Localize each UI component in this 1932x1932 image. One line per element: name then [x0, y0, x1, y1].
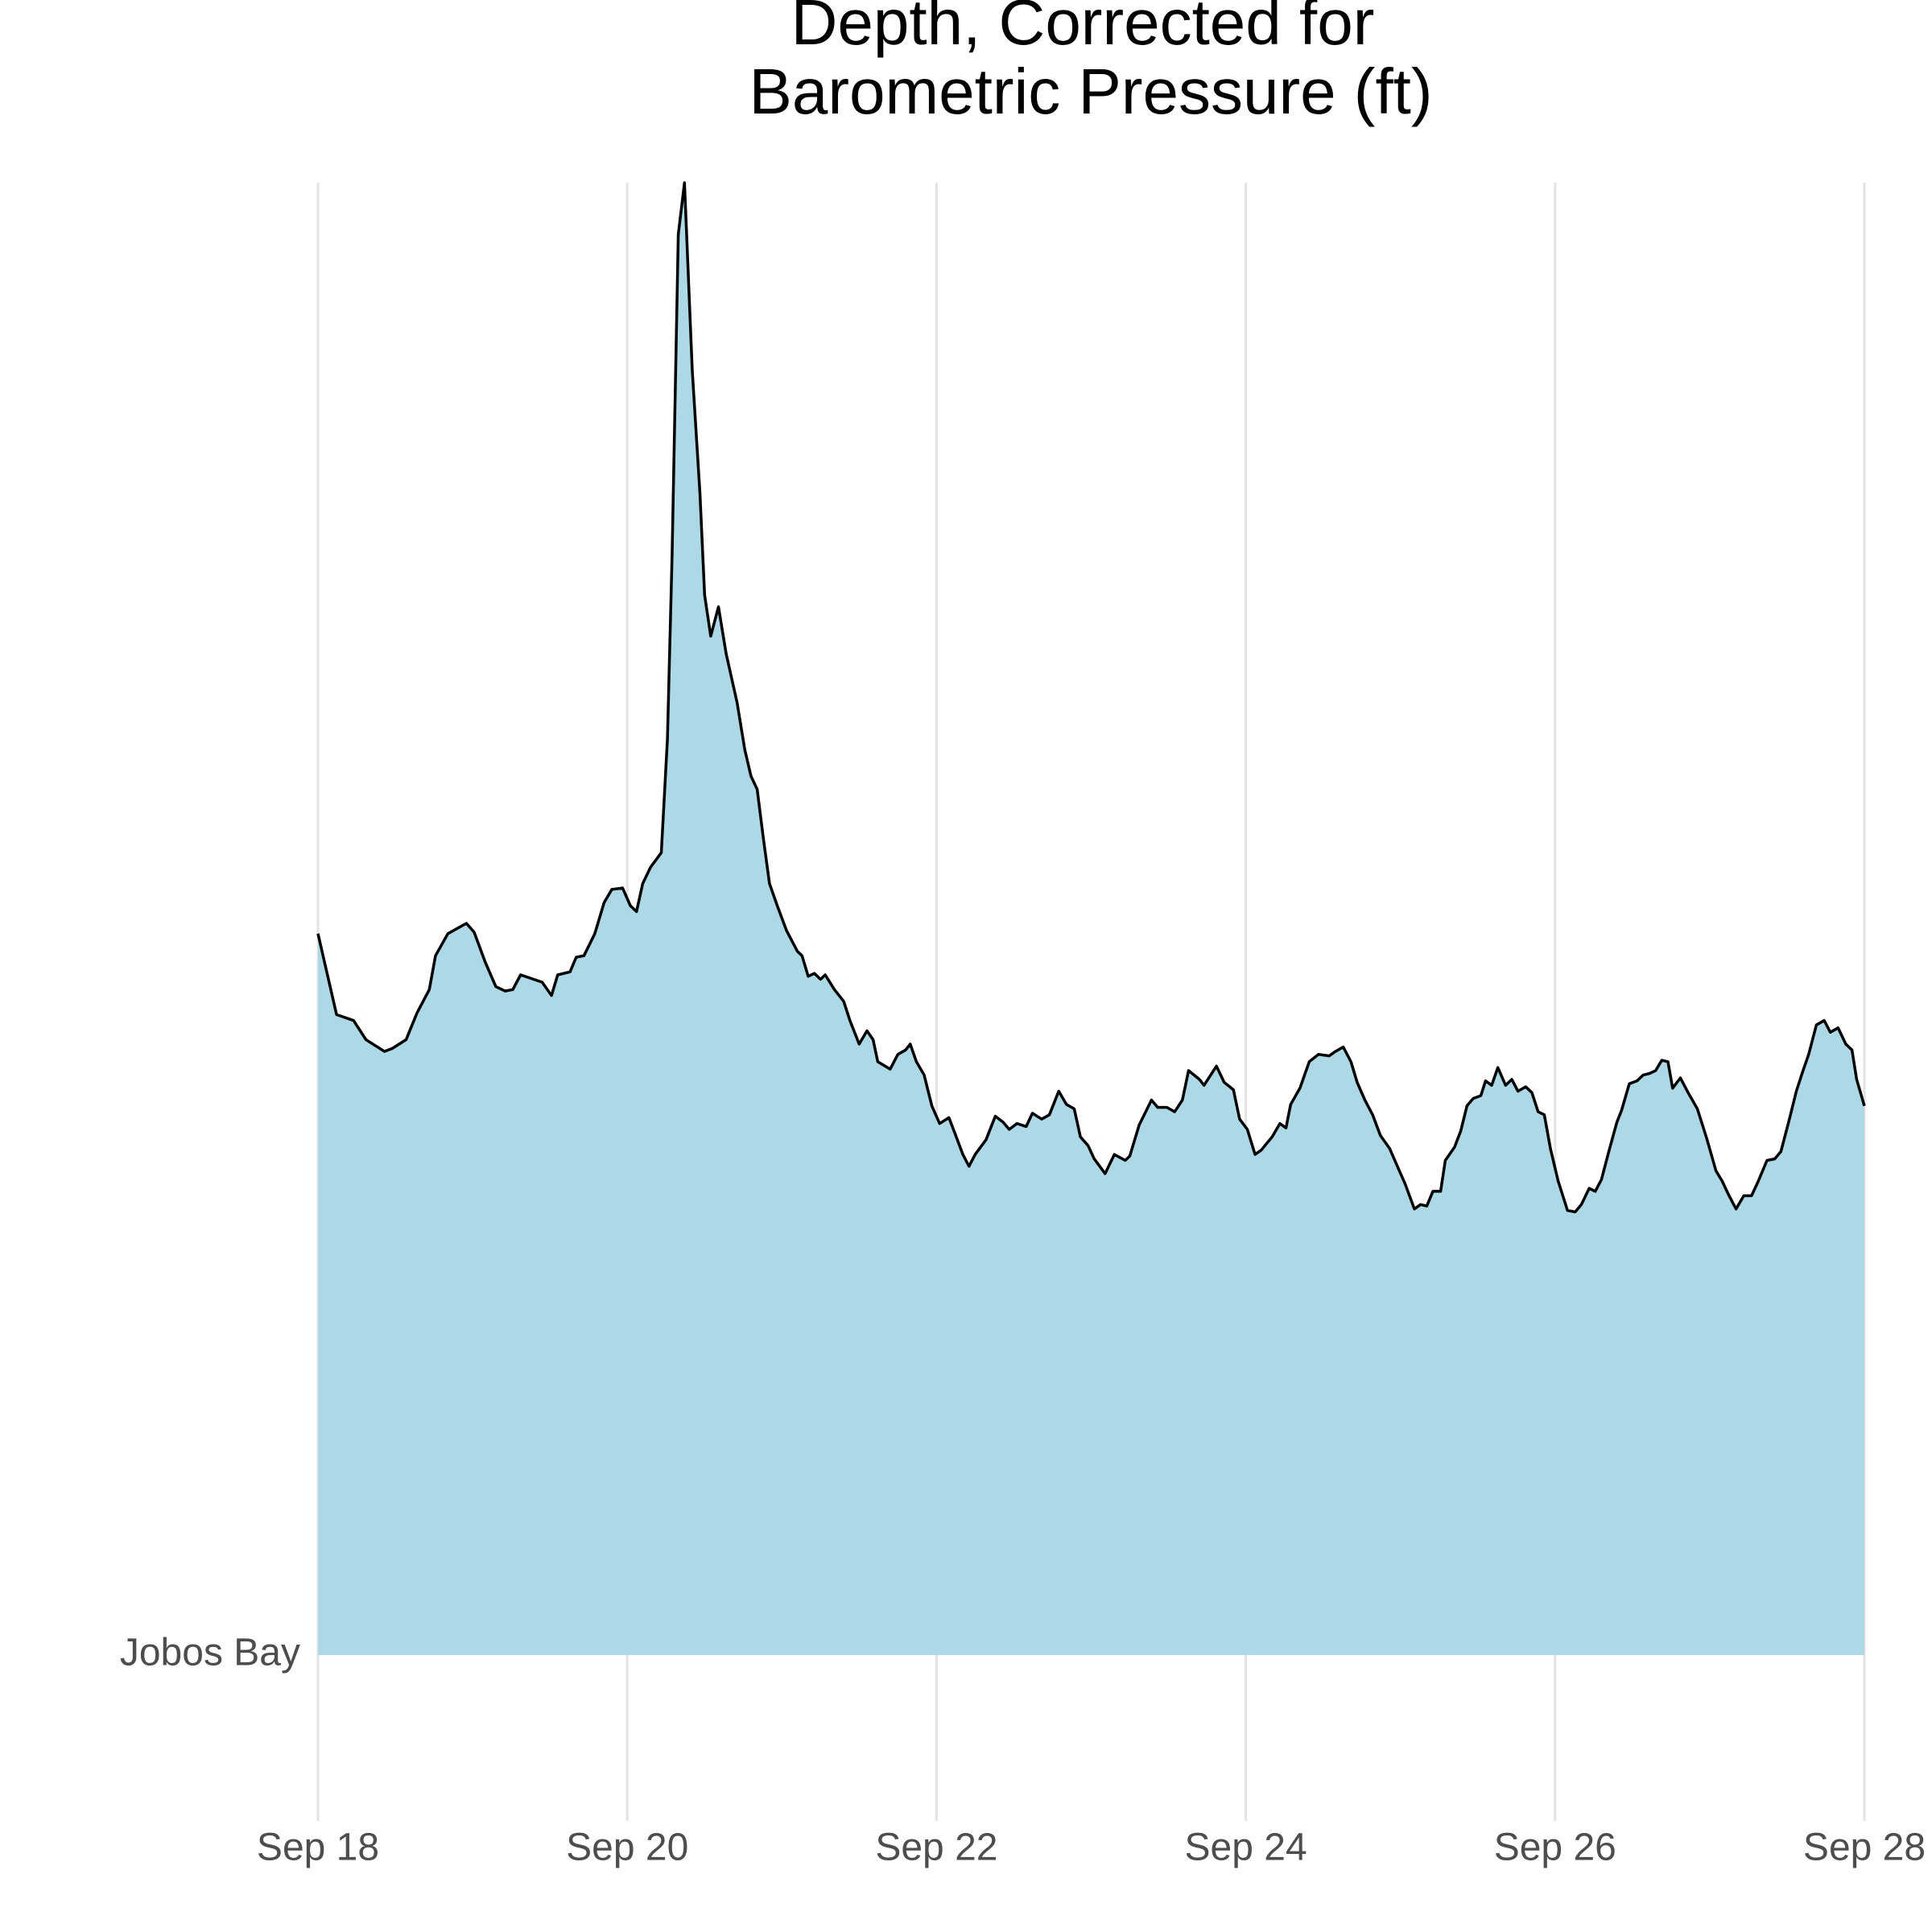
x-tick-label: Sep 24	[1185, 1827, 1307, 1869]
x-tick-label: Sep 20	[566, 1827, 688, 1869]
chart-title: Barometric Pressure (ft)	[749, 56, 1432, 127]
x-tick-label: Sep 26	[1494, 1827, 1616, 1869]
chart-title: Depth, Corrected for	[791, 0, 1375, 58]
x-tick-label: Sep 28	[1803, 1827, 1926, 1869]
ridge-area	[318, 183, 1864, 1655]
x-tick-label: Sep 18	[257, 1827, 379, 1869]
y-tick-label: Jobos Bay	[120, 1632, 300, 1674]
x-tick-label: Sep 22	[875, 1827, 997, 1869]
ridge-line	[316, 181, 1866, 1214]
